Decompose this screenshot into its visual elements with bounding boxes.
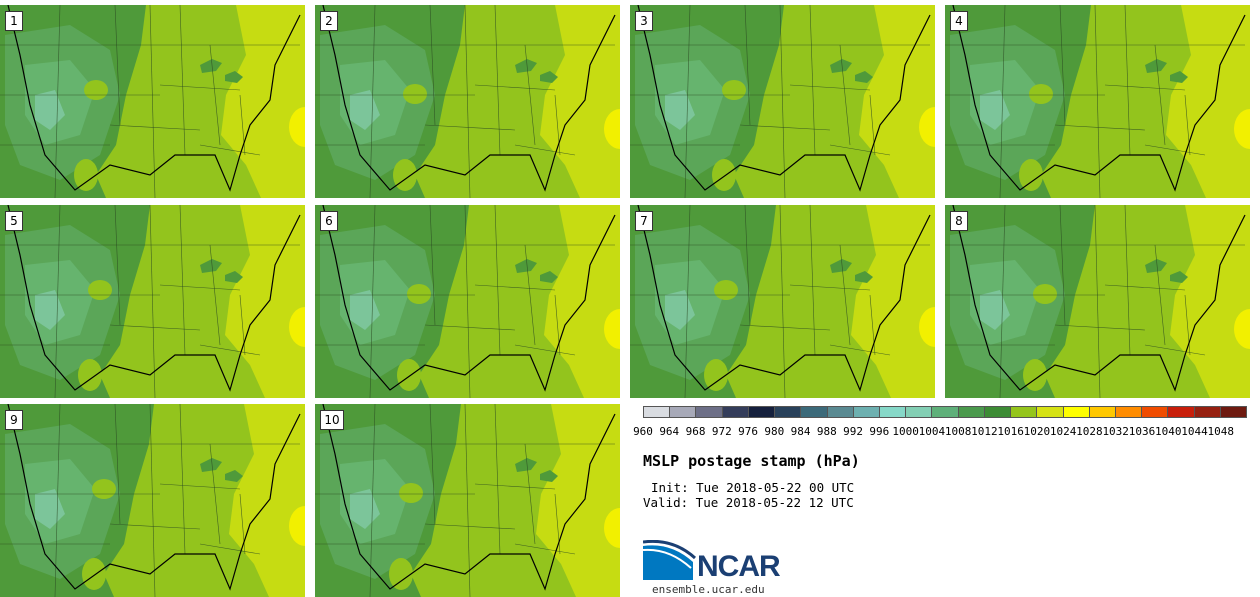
colorbar-tick-label: 1044	[1181, 425, 1208, 438]
colorbar-swatch	[1037, 407, 1064, 417]
map-panel: 4	[945, 5, 1250, 198]
map-panel: 1	[0, 5, 305, 198]
colorbar-swatch	[801, 407, 828, 417]
colorbar-tick-label: 996	[869, 425, 890, 438]
map-panel: 5	[0, 205, 305, 398]
colorbar-tick-label: 1032	[1102, 425, 1129, 438]
colorbar-tick-label: 1036	[1128, 425, 1156, 438]
init-time: Init: Tue 2018-05-22 00 UTC	[651, 480, 855, 495]
colorbar-swatch	[958, 407, 985, 417]
panel-number: 9	[5, 410, 23, 430]
colorbar-tick-label: 980	[764, 425, 785, 438]
colorbar-tick-label: 1024	[1049, 425, 1077, 438]
colorbar-swatch	[670, 407, 697, 417]
colorbar-swatch	[906, 407, 933, 417]
map-panel: 7	[630, 205, 935, 398]
colorbar-swatch	[1011, 407, 1038, 417]
colorbar-swatch	[1168, 407, 1195, 417]
colorbar-swatch	[696, 407, 723, 417]
map-panel: 3	[630, 5, 935, 198]
logo-url[interactable]: ensemble.ucar.edu	[652, 583, 765, 596]
colorbar-swatch	[984, 407, 1012, 417]
colorbar-tick-label: 1040	[1154, 425, 1182, 438]
panel-number: 8	[950, 211, 968, 231]
colorbar-tick-label: 964	[659, 425, 680, 438]
colorbar-swatch	[644, 407, 671, 417]
map-field	[0, 205, 305, 398]
colorbar-swatch	[879, 407, 907, 417]
colorbar-swatch	[748, 407, 776, 417]
panel-number: 6	[320, 211, 338, 231]
colorbar-swatch	[827, 407, 854, 417]
map-panel: 9	[0, 404, 305, 597]
panel-number: 1	[5, 11, 23, 31]
map-field	[945, 205, 1250, 398]
ncar-logo-icon	[643, 540, 697, 580]
colorbar-swatch	[853, 407, 880, 417]
panel-number: 3	[635, 11, 653, 31]
panel-number: 5	[5, 211, 23, 231]
map-panel: 6	[315, 205, 620, 398]
colorbar-tick-label: 992	[843, 425, 864, 438]
colorbar-swatch	[1194, 407, 1221, 417]
colorbar-tick-label: 1000	[892, 425, 919, 438]
panel-number: 10	[320, 410, 344, 430]
colorbar-tick-label: 1012	[971, 425, 998, 438]
colorbar-tick-label: 968	[685, 425, 706, 438]
colorbar-tick-label: 972	[711, 425, 732, 438]
colorbar-tick-label: 1020	[1023, 425, 1051, 438]
map-field	[630, 5, 935, 198]
colorbar	[643, 406, 1247, 418]
colorbar-tick-label: 1016	[997, 425, 1024, 438]
colorbar-swatch	[1089, 407, 1116, 417]
colorbar-ticks: 960 964 968 972 976 980 984 988 992 996 1000 1004 10…	[633, 425, 1253, 439]
colorbar-swatch	[722, 407, 749, 417]
colorbar-swatch	[775, 407, 802, 417]
colorbar-tick-label: 1004	[918, 425, 946, 438]
colorbar-tick-label: 988	[816, 425, 837, 438]
colorbar-tick-label: 1028	[1076, 425, 1103, 438]
colorbar-tick-label: 1048	[1207, 425, 1234, 438]
colorbar-tick-label: 984	[790, 425, 811, 438]
colorbar-tick-label: 976	[738, 425, 758, 438]
colorbar-tick-label: 960	[633, 425, 653, 438]
colorbar-tick-label: 1008	[944, 425, 972, 438]
map-field	[0, 5, 305, 198]
colorbar-swatch	[1142, 407, 1169, 417]
map-field	[630, 205, 935, 398]
panel-number: 2	[320, 11, 338, 31]
chart-title: MSLP postage stamp (hPa)	[643, 452, 860, 470]
panel-number: 4	[950, 11, 968, 31]
map-panel: 10	[315, 404, 620, 597]
map-panel: 2	[315, 5, 620, 198]
logo-text: NCAR	[697, 550, 781, 583]
map-field	[315, 205, 620, 398]
map-field	[945, 5, 1250, 198]
map-panel: 8	[945, 205, 1250, 398]
map-field	[315, 404, 620, 597]
map-field	[315, 5, 620, 198]
colorbar-swatch	[1063, 407, 1090, 417]
map-field	[0, 404, 305, 597]
valid-time: Valid: Tue 2018-05-22 12 UTC	[643, 495, 854, 510]
colorbar-swatch	[1115, 407, 1143, 417]
panel-number: 7	[635, 211, 653, 231]
colorbar-swatch	[1220, 407, 1247, 417]
colorbar-swatch	[932, 407, 959, 417]
